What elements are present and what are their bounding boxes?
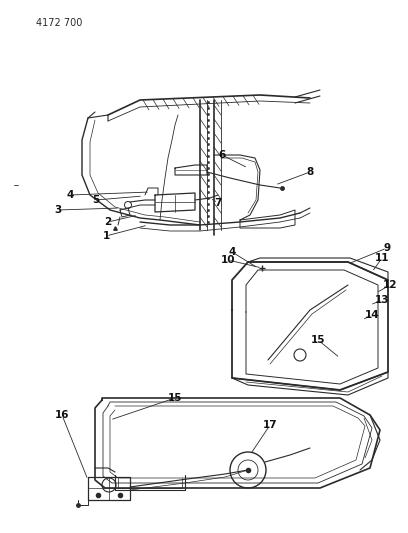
Text: 3: 3: [54, 205, 62, 215]
Text: 13: 13: [375, 295, 389, 305]
Text: 11: 11: [375, 253, 389, 263]
Text: 10: 10: [221, 255, 235, 265]
Text: 6: 6: [218, 150, 226, 160]
Text: 1: 1: [102, 231, 110, 241]
Text: 4: 4: [228, 247, 236, 257]
Text: 16: 16: [55, 410, 69, 420]
Text: 2: 2: [104, 217, 112, 227]
Text: 12: 12: [383, 280, 397, 290]
Text: 14: 14: [365, 310, 379, 320]
Text: 15: 15: [168, 393, 182, 403]
Text: 9: 9: [384, 243, 390, 253]
Text: 4: 4: [67, 190, 74, 200]
Text: 5: 5: [92, 195, 100, 205]
Text: 15: 15: [311, 335, 325, 345]
Text: 17: 17: [263, 420, 277, 430]
Text: 8: 8: [306, 167, 314, 177]
Text: 4172 700: 4172 700: [36, 18, 82, 28]
Text: 7: 7: [214, 198, 222, 208]
